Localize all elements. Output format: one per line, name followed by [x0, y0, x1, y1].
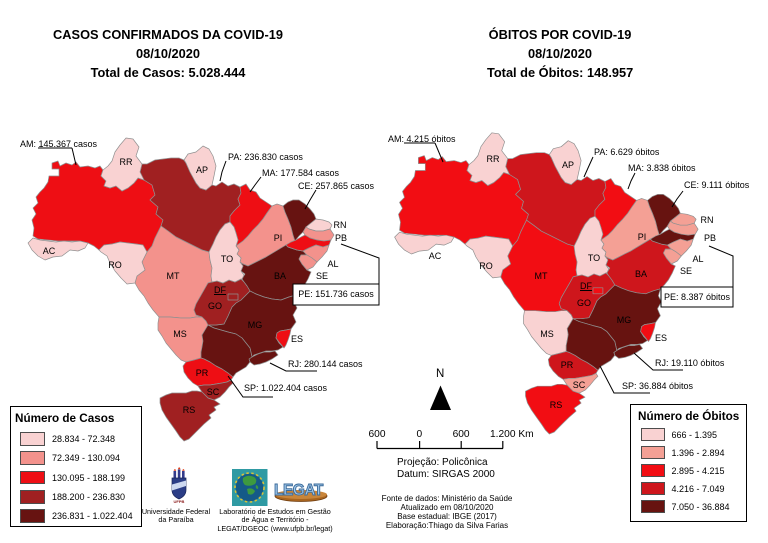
svg-text:UFPB: UFPB [174, 499, 185, 504]
svg-text:LEGAT: LEGAT [274, 482, 324, 499]
